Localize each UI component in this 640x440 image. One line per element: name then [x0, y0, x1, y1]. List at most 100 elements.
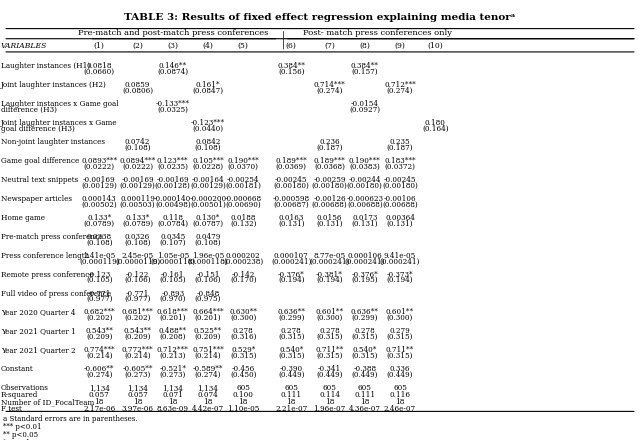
Text: 0.601**: 0.601** — [386, 308, 414, 316]
Text: 0.123***: 0.123*** — [157, 157, 189, 165]
Text: 0.618***: 0.618*** — [157, 308, 189, 316]
Text: 0.279: 0.279 — [390, 327, 410, 335]
Text: Full video of press conference: Full video of press conference — [1, 290, 111, 297]
Text: 0.0818: 0.0818 — [86, 62, 112, 70]
Text: (0.00180): (0.00180) — [347, 182, 383, 190]
Text: 605: 605 — [358, 384, 372, 392]
Text: -0.00244: -0.00244 — [349, 176, 381, 184]
Text: 0.0859: 0.0859 — [125, 81, 150, 89]
Text: (0.170): (0.170) — [230, 276, 257, 284]
Text: 0.525**: 0.525** — [194, 327, 222, 335]
Text: (0.274): (0.274) — [195, 371, 221, 379]
Text: 0.601**: 0.601** — [316, 308, 344, 316]
Text: (0.187): (0.187) — [387, 144, 413, 152]
Text: (0.273): (0.273) — [159, 371, 186, 379]
Text: (0.000241): (0.000241) — [309, 257, 350, 265]
Text: (0.0222): (0.0222) — [84, 163, 115, 171]
Text: (0.202): (0.202) — [124, 314, 151, 322]
Text: (0.108): (0.108) — [124, 238, 151, 246]
Text: (0.201): (0.201) — [195, 314, 221, 322]
Text: 2.17e-06: 2.17e-06 — [83, 405, 115, 413]
Text: 0.180: 0.180 — [425, 119, 445, 127]
Text: 0.190***: 0.190*** — [349, 157, 381, 165]
Text: (0.164): (0.164) — [422, 125, 449, 133]
Text: 0.543**: 0.543** — [124, 327, 152, 335]
Text: 0.714***: 0.714*** — [314, 81, 346, 89]
Text: 18: 18 — [168, 398, 177, 406]
Text: (0.0372): (0.0372) — [385, 163, 415, 171]
Text: ** p<0.05: ** p<0.05 — [3, 431, 38, 439]
Text: TABLE 3: Results of fixed effect regression explaining media tenorᵃ: TABLE 3: Results of fixed effect regress… — [124, 13, 516, 22]
Text: 9.41e-05: 9.41e-05 — [384, 252, 416, 260]
Text: 0.000143: 0.000143 — [82, 195, 116, 203]
Text: 1.05e-05: 1.05e-05 — [157, 252, 189, 260]
Text: *** p<0.01: *** p<0.01 — [3, 423, 42, 431]
Text: (0.209): (0.209) — [86, 333, 113, 341]
Text: 2.41e-05: 2.41e-05 — [83, 252, 115, 260]
Text: (0.0874): (0.0874) — [157, 68, 188, 76]
Text: (0.970): (0.970) — [159, 295, 186, 303]
Text: 0.074: 0.074 — [198, 391, 218, 399]
Text: (2): (2) — [132, 42, 143, 50]
Text: 0.057: 0.057 — [89, 391, 109, 399]
Text: Year 2021 Quarter 2: Year 2021 Quarter 2 — [1, 346, 76, 354]
Text: 0.189***: 0.189*** — [314, 157, 346, 165]
Text: Game goal difference: Game goal difference — [1, 157, 79, 165]
Text: (0.274): (0.274) — [86, 371, 113, 379]
Text: (0.316): (0.316) — [230, 333, 257, 341]
Text: -0.0154: -0.0154 — [351, 100, 379, 108]
Text: (0.108): (0.108) — [195, 238, 221, 246]
Text: (0.449): (0.449) — [278, 371, 305, 379]
Text: (8): (8) — [360, 42, 370, 50]
Text: (0.977): (0.977) — [124, 295, 151, 303]
Text: (0.449): (0.449) — [387, 371, 413, 379]
Text: (0.0440): (0.0440) — [193, 125, 223, 133]
Text: (0.0847): (0.0847) — [193, 87, 223, 95]
Text: 0.711**: 0.711** — [386, 346, 414, 354]
Text: (4): (4) — [203, 42, 213, 50]
Text: 0.0163: 0.0163 — [278, 214, 304, 222]
Text: 18: 18 — [95, 398, 104, 406]
Text: (0.315): (0.315) — [316, 333, 343, 341]
Text: (0.315): (0.315) — [278, 333, 305, 341]
Text: 0.057: 0.057 — [127, 391, 148, 399]
Text: (0.108): (0.108) — [86, 238, 113, 246]
Text: (0.187): (0.187) — [316, 144, 343, 152]
Text: 4.36e-07: 4.36e-07 — [349, 405, 381, 413]
Text: 0.751***: 0.751*** — [192, 346, 224, 354]
Text: -0.771: -0.771 — [88, 290, 111, 297]
Text: (0.106): (0.106) — [124, 276, 151, 284]
Text: -0.388: -0.388 — [353, 365, 376, 373]
Text: 0.111: 0.111 — [354, 391, 376, 399]
Text: 2.21e-07: 2.21e-07 — [275, 405, 307, 413]
Text: (0.105): (0.105) — [86, 276, 113, 284]
Text: 2.45e-05: 2.45e-05 — [122, 252, 154, 260]
Text: (0.299): (0.299) — [278, 314, 305, 322]
Text: (9): (9) — [395, 42, 405, 50]
Text: (0.209): (0.209) — [124, 333, 151, 341]
Text: -0.000140: -0.000140 — [154, 195, 191, 203]
Text: 0.114: 0.114 — [319, 391, 340, 399]
Text: 605: 605 — [323, 384, 337, 392]
Text: (0.975): (0.975) — [195, 295, 221, 303]
Text: (0.0000118): (0.0000118) — [150, 257, 195, 265]
Text: difference (H3): difference (H3) — [1, 106, 57, 114]
Text: -0.133***: -0.133*** — [156, 100, 190, 108]
Text: -0.00245: -0.00245 — [384, 176, 416, 184]
Text: 0.235: 0.235 — [390, 138, 410, 146]
Text: 605: 605 — [393, 384, 407, 392]
Text: -0.142: -0.142 — [232, 271, 255, 279]
Text: (0.000241): (0.000241) — [271, 257, 312, 265]
Text: (0.108): (0.108) — [124, 144, 151, 152]
Text: 0.0326: 0.0326 — [125, 233, 150, 241]
Text: 0.636**: 0.636** — [351, 308, 379, 316]
Text: 0.0188: 0.0188 — [230, 214, 256, 222]
Text: (0.274): (0.274) — [387, 87, 413, 95]
Text: (0.299): (0.299) — [351, 314, 378, 322]
Text: (0.209): (0.209) — [195, 333, 221, 341]
Text: (1): (1) — [94, 42, 104, 50]
Text: -0.893: -0.893 — [161, 290, 184, 297]
Text: (0.00498): (0.00498) — [155, 201, 191, 209]
Text: (0.00180): (0.00180) — [273, 182, 309, 190]
Text: (0.0784): (0.0784) — [157, 220, 188, 227]
